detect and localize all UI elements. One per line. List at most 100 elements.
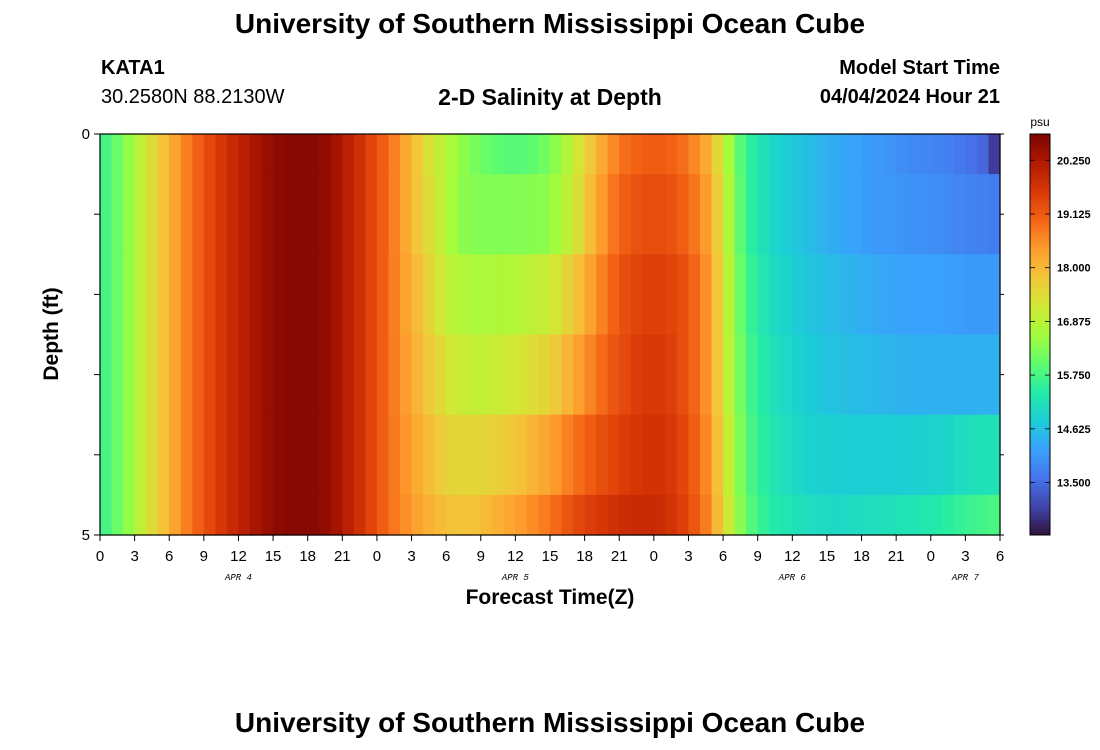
heatmap-cell	[296, 334, 309, 416]
heatmap-cell	[700, 414, 713, 496]
heatmap-cell	[307, 414, 320, 496]
heatmap-cell	[400, 134, 413, 175]
x-tick-label: 21	[334, 548, 351, 565]
heatmap-cell	[850, 254, 863, 336]
heatmap-cell	[596, 334, 609, 416]
heatmap-cell	[873, 334, 886, 416]
heatmap-cell	[434, 134, 447, 175]
heatmap-cell	[734, 134, 747, 175]
heatmap-cell	[665, 494, 678, 536]
heatmap-cell	[146, 254, 159, 336]
heatmap-cell	[250, 414, 263, 496]
heatmap-cell	[100, 414, 113, 496]
heatmap-cell	[665, 334, 678, 416]
heatmap-cell	[873, 174, 886, 255]
heatmap-cell	[688, 414, 701, 496]
heatmap-cell	[123, 254, 136, 336]
heatmap-cell	[550, 414, 563, 496]
heatmap-cell	[250, 494, 263, 536]
day-label: APR 6	[778, 573, 807, 583]
heatmap-cell	[388, 494, 401, 536]
heatmap-cell	[365, 334, 378, 416]
heatmap-cell	[550, 134, 563, 175]
colorbar-tick-label: 19.125	[1057, 209, 1091, 221]
heatmap-cell	[307, 134, 320, 175]
heatmap-cell	[353, 174, 366, 255]
heatmap-cell	[803, 494, 816, 536]
heatmap-cell	[607, 334, 620, 416]
heatmap-cell	[330, 254, 343, 336]
x-tick-label: 6	[442, 548, 450, 565]
heatmap-cell	[411, 174, 424, 255]
heatmap-cell	[930, 174, 943, 255]
heatmap-cell	[688, 334, 701, 416]
heatmap-cell	[469, 254, 482, 336]
heatmap-cell	[273, 254, 286, 336]
heatmap-cell	[907, 494, 920, 536]
heatmap-cell	[619, 134, 632, 175]
heatmap-cell	[665, 414, 678, 496]
heatmap-cell	[653, 254, 666, 336]
heatmap-cell	[203, 494, 216, 536]
heatmap-cell	[746, 414, 759, 496]
heatmap-cell	[584, 254, 597, 336]
heatmap-cell	[515, 174, 528, 255]
heatmap-cell	[226, 174, 240, 255]
heatmap-cell	[480, 334, 493, 416]
heatmap-cell	[400, 254, 413, 336]
heatmap-cell	[919, 494, 932, 536]
heatmap-cell	[930, 494, 943, 536]
y-tick-label: 0	[82, 126, 90, 143]
heatmap-cell	[942, 334, 955, 416]
heatmap-cell	[573, 494, 586, 536]
heatmap-cell	[296, 414, 309, 496]
heatmap-cell	[976, 414, 990, 496]
heatmap-cell	[584, 134, 597, 175]
x-tick-label: 18	[853, 548, 870, 565]
heatmap-cell	[203, 134, 216, 175]
heatmap-cell	[492, 134, 505, 175]
heatmap-cell	[526, 134, 540, 175]
heatmap-cell	[261, 134, 274, 175]
x-tick-label: 0	[927, 548, 935, 565]
heatmap-cell	[746, 134, 759, 175]
heatmap-cell	[330, 334, 343, 416]
heatmap-cell	[376, 494, 390, 536]
heatmap-cell	[411, 134, 424, 175]
heatmap-cell	[884, 494, 897, 536]
x-tick-label: 12	[784, 548, 801, 565]
heatmap-cell	[480, 174, 493, 255]
heatmap-cell	[261, 494, 274, 536]
heatmap-cell	[988, 334, 1001, 416]
heatmap-cell	[353, 334, 366, 416]
heatmap-cell	[446, 414, 459, 496]
heatmap-cell	[596, 254, 609, 336]
heatmap-cell	[769, 254, 782, 336]
heatmap-cell	[757, 134, 770, 175]
page-title: University of Southern Mississippi Ocean…	[234, 8, 866, 39]
heatmap-cell	[584, 174, 597, 255]
heatmap-cell	[180, 174, 193, 255]
heatmap-cell	[711, 254, 724, 336]
heatmap-cell	[307, 174, 320, 255]
heatmap-cell	[653, 414, 666, 496]
heatmap-cell	[884, 334, 897, 416]
heatmap-cell	[630, 134, 643, 175]
heatmap-cell	[850, 174, 863, 255]
heatmap-cell	[284, 174, 297, 255]
heatmap-cell	[250, 254, 263, 336]
heatmap-cell	[157, 414, 170, 496]
heatmap-cell	[319, 254, 332, 336]
heatmap-cell	[676, 254, 690, 336]
heatmap-cell	[526, 494, 540, 536]
heatmap-cell	[503, 414, 516, 496]
heatmap-cell	[169, 254, 182, 336]
heatmap-cell	[492, 174, 505, 255]
heatmap-cell	[596, 494, 609, 536]
heatmap-cell	[988, 494, 1001, 536]
heatmap-cell	[850, 494, 863, 536]
heatmap-cell	[815, 334, 828, 416]
x-tick-label: 0	[650, 548, 658, 565]
x-tick-label: 12	[507, 548, 524, 565]
x-tick-label: 6	[719, 548, 727, 565]
